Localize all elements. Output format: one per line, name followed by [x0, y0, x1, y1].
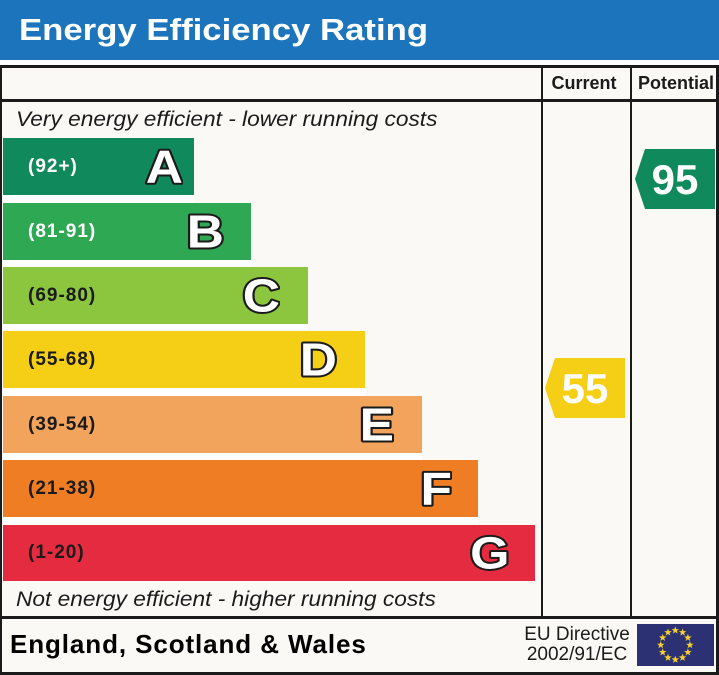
svg-text:A: A: [146, 142, 183, 193]
svg-text:C: C: [243, 271, 280, 322]
svg-text:55: 55: [562, 365, 609, 412]
svg-text:F: F: [421, 464, 452, 515]
svg-text:G: G: [470, 529, 509, 579]
svg-text:E: E: [360, 400, 394, 451]
svg-text:95: 95: [652, 156, 699, 203]
svg-text:B: B: [187, 207, 224, 258]
svg-text:D: D: [300, 335, 337, 386]
